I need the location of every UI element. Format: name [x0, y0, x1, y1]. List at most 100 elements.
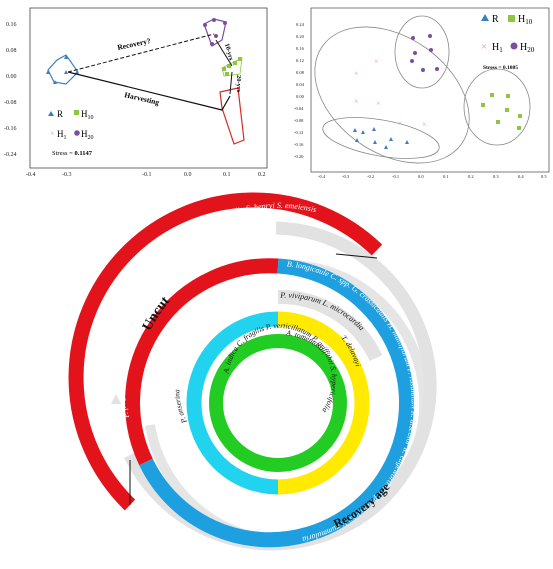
y-tick: -0.16: [4, 126, 17, 132]
h20-ellipse: [394, 15, 450, 89]
grey-mid-ring: [145, 259, 430, 546]
h10-point: [227, 64, 231, 68]
r-point: [372, 127, 376, 131]
r-point: [53, 80, 57, 84]
h1-point: ×: [354, 69, 359, 78]
h20-point: [210, 42, 214, 46]
legend-h1-symbol: ×: [481, 41, 487, 53]
r-point: [405, 140, 409, 144]
h1-point: ×: [398, 119, 403, 128]
y-tick: 0.08: [6, 48, 17, 54]
r-point: [46, 70, 50, 74]
h20-point: [410, 59, 414, 63]
y-tick: 0.12: [296, 58, 304, 63]
stress-label: Stress = 0.1147: [52, 150, 93, 157]
yrs-arrow-2: [229, 71, 233, 95]
x-tick: -0.2: [367, 174, 374, 179]
y-tick: 0.08: [296, 70, 305, 75]
legend-h10: H10: [81, 109, 94, 121]
y-tick: 0.04: [296, 82, 305, 87]
y-tick: -0.20: [294, 154, 304, 159]
legend-h10-symbol: [74, 110, 79, 115]
h1-point: ×: [374, 57, 379, 66]
legend-r-symbol: [48, 111, 54, 116]
h20-point: [223, 21, 227, 25]
yrs-arrow: [215, 39, 233, 67]
h1-point: ×: [422, 120, 427, 129]
legend-h20-symbol: [510, 42, 518, 50]
x-tick: 0.2: [468, 174, 474, 179]
h20-point: [413, 51, 417, 55]
h10-point: [222, 67, 226, 71]
legend-r-symbol: [481, 14, 489, 21]
legend-h20-symbol: [74, 130, 80, 136]
r-point: [64, 55, 68, 59]
blue-ring: [139, 258, 414, 548]
x-tick: -0.4: [318, 174, 326, 179]
harvesting-label: Harvesting: [124, 90, 161, 107]
h10-point: [225, 72, 229, 76]
y-tick: -0.08: [4, 100, 17, 106]
h10-ellipse: [463, 68, 531, 146]
h20-point: [212, 18, 216, 22]
x-tick: 0.2: [258, 172, 266, 178]
h10-points: [481, 93, 522, 130]
legend-h1: H1: [57, 129, 67, 141]
h20-point: [429, 48, 433, 52]
r-point: [64, 70, 68, 74]
y-tick: -0.16: [294, 142, 304, 147]
r-point: [361, 130, 365, 134]
grey-inner-ring: [277, 289, 383, 362]
h10-hull: [221, 57, 243, 77]
legend-r: R: [57, 109, 63, 119]
h1-point: ×: [376, 99, 381, 108]
y-tick: 0.20: [296, 34, 305, 39]
h10-point: [490, 93, 494, 97]
x-tick: 0.1: [223, 172, 231, 178]
r-point: [353, 128, 357, 132]
cyan-ring: [186, 311, 279, 495]
x-tick: -0.3: [62, 172, 72, 178]
stress-label: Stress = 0.1085: [483, 65, 518, 71]
y-tick: -0.08: [294, 118, 304, 123]
plot-left: 0.16 0.08 0.00 -0.08 -0.16 -0.24 -0.4 -0…: [4, 7, 268, 178]
h20-point: [428, 34, 432, 38]
h10-point: [233, 61, 237, 65]
h10-point: [517, 126, 521, 130]
x-tick: 0.5: [541, 174, 547, 179]
x-tick: 0.1: [443, 174, 449, 179]
y-ticks-right: 0.24 0.20 0.16 0.12 0.08 0.04 0.00 -0.04…: [294, 22, 305, 159]
red-outer-ring: [68, 192, 383, 511]
legend-h10-symbol: [508, 15, 515, 22]
y-tick: 0.00: [296, 94, 305, 99]
legend-h20: H20: [81, 129, 94, 141]
h1-point: ×: [354, 97, 359, 106]
cyan-species: P. anserina: [172, 389, 189, 426]
h1-points: × × × × × ×: [354, 57, 427, 129]
y-tick: 0.16: [296, 46, 305, 51]
grey-arrow: [111, 394, 121, 404]
y-tick: 0.24: [296, 22, 305, 27]
h20-point: [214, 34, 218, 38]
yrs10-label: 10-yrs: [223, 43, 234, 62]
h1-hull: [219, 87, 245, 145]
plot-right: 0.24 0.20 0.16 0.12 0.08 0.04 0.00 -0.04…: [294, 7, 550, 179]
h10-point: [506, 94, 510, 98]
yellow-ring: [277, 311, 370, 495]
y-tick: 0.00: [6, 74, 17, 80]
h1-ellipse: [314, 26, 470, 164]
h20-point: [421, 68, 425, 72]
red-inner-ring: [125, 258, 279, 466]
harvesting-arrow: [67, 71, 231, 111]
plot-left-frame: [29, 7, 268, 169]
r-hull: [47, 54, 79, 85]
x-tick: 0.4: [518, 174, 524, 179]
r-point: [75, 70, 79, 74]
r-point: [373, 140, 377, 144]
plot-right-frame: [310, 7, 550, 173]
h20-point: [435, 67, 439, 71]
h10-point: [496, 120, 500, 124]
h10-point: [518, 114, 522, 118]
legend-r: R: [492, 14, 499, 25]
